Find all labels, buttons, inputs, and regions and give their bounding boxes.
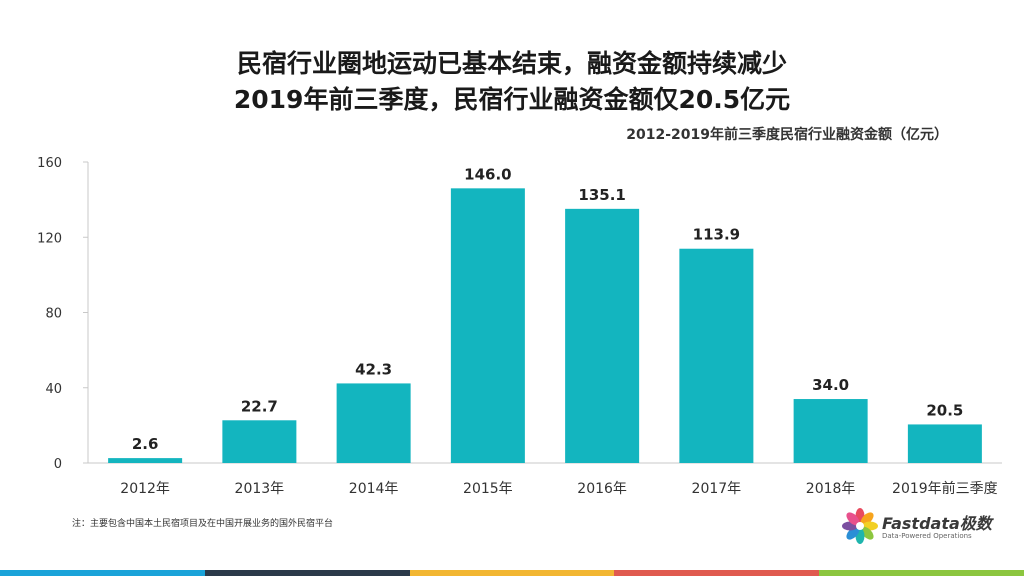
bar — [108, 458, 183, 463]
x-category-label: 2016年 — [577, 481, 627, 497]
bar — [793, 399, 868, 463]
bar — [222, 420, 297, 463]
bar-value-label: 34.0 — [812, 376, 849, 394]
logo-petal — [860, 526, 874, 540]
bar — [679, 248, 754, 463]
y-tick-label: 120 — [37, 231, 62, 246]
x-category-label: 2017年 — [692, 481, 742, 497]
bar — [565, 208, 640, 463]
bottom-bar-segment — [614, 570, 820, 576]
bar — [450, 188, 525, 463]
bar-value-label: 42.3 — [355, 360, 392, 378]
bottom-bar-segment — [819, 570, 1024, 576]
fastdata-logo: Fastdata极数 Data-Powered Operations — [840, 506, 992, 552]
bar-value-label: 113.9 — [693, 226, 740, 244]
x-category-label: 2018年 — [806, 481, 856, 497]
footnote: 注：主要包含中国本土民宿项目及在中国开展业务的国外民宿平台 — [72, 519, 334, 529]
bottom-bar-segment — [409, 570, 615, 576]
logo-name: Fastdata极数 — [882, 514, 992, 533]
chart-subtitle: 2012-2019年前三季度民宿行业融资金额（亿元） — [626, 127, 948, 143]
bar — [907, 424, 982, 463]
bar-value-label: 20.5 — [926, 401, 963, 419]
bar-value-label: 2.6 — [132, 435, 159, 453]
chart-title-line-1: 民宿行业圈地运动已基本结束，融资金额持续减少 — [236, 49, 787, 78]
logo-center — [856, 522, 864, 530]
logo-petal — [860, 512, 874, 526]
x-category-label: 2019年前三季度 — [892, 480, 998, 497]
chart-title-line-2: 2019年前三季度，民宿行业融资金额仅20.5亿元 — [233, 85, 791, 114]
bar-value-label: 135.1 — [578, 186, 625, 204]
bottom-bar-segment — [0, 570, 205, 576]
bar — [336, 383, 411, 463]
y-tick-label: 160 — [37, 156, 62, 171]
bar-chart: 0 40 80 120 160 2.6 2012年 22.7 2013年 42.3 2014年 146… — [37, 156, 1002, 497]
y-tick-label: 0 — [54, 457, 62, 472]
bar-value-label: 22.7 — [241, 397, 278, 415]
logo-petal — [846, 512, 860, 526]
x-category-label: 2013年 — [235, 481, 285, 497]
y-tick-label: 80 — [45, 307, 62, 322]
logo-tagline: Data-Powered Operations — [882, 532, 972, 540]
y-tick-label: 40 — [45, 382, 62, 397]
x-category-label: 2014年 — [349, 481, 399, 497]
x-category-label: 2015年 — [463, 481, 513, 497]
bar-value-label: 146.0 — [464, 165, 511, 183]
flower-logo-icon — [842, 508, 878, 544]
x-category-label: 2012年 — [120, 481, 170, 497]
bottom-bar-segment — [204, 570, 410, 576]
bottom-color-bar — [0, 570, 1024, 576]
logo-petal — [846, 526, 860, 540]
